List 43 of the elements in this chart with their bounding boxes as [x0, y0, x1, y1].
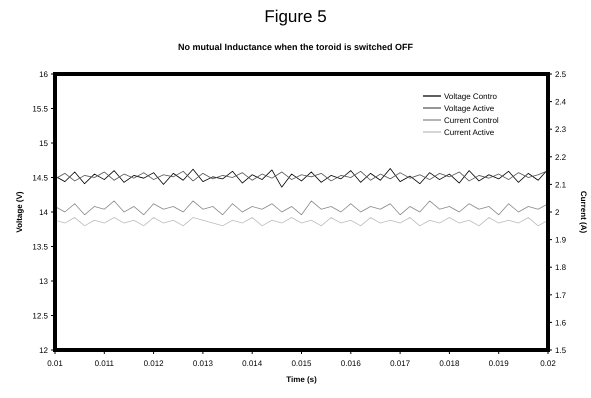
- x-tick-label: 0.02: [540, 359, 556, 368]
- x-tick-label: 0.017: [390, 359, 411, 368]
- y-tick-label: 14: [39, 208, 49, 217]
- x-tick-label: 0.016: [340, 359, 362, 368]
- x-axis-title: Time (s): [286, 375, 318, 384]
- y-tick-label: 13: [39, 277, 49, 286]
- x-tick-label: 0.018: [439, 359, 460, 368]
- x-tick-label: 0.014: [242, 359, 263, 368]
- y2-tick-label: 1.9: [555, 236, 567, 245]
- x-tick-label: 0.01: [47, 359, 64, 368]
- y2-tick-label: 2.5: [555, 70, 567, 79]
- y2-tick-label: 2.2: [555, 152, 567, 162]
- line-series: [54, 170, 548, 182]
- y2-tick-label: 2.1: [555, 180, 567, 190]
- y2-tick-label: 1.7: [555, 290, 567, 300]
- legend-label: Current Active: [444, 128, 495, 137]
- legend-label: Voltage Active: [444, 104, 495, 113]
- y2-tick-label: 1.8: [555, 263, 567, 272]
- x-tick-label: 0.012: [144, 359, 164, 368]
- y-tick-label: 15.5: [32, 104, 49, 114]
- y-axis-title: Voltage (V): [15, 191, 24, 233]
- y-tick-label: 15: [39, 139, 49, 148]
- y2-tick-label: 1.6: [555, 318, 567, 328]
- chart-subtitle: No mutual Inductance when the toroid is switched OFF: [178, 42, 414, 52]
- y-tick-label: 13.5: [32, 242, 49, 252]
- legend-label: Voltage Contro: [444, 92, 498, 101]
- y-tick-label: 14.5: [32, 174, 49, 182]
- line-series: [54, 200, 548, 216]
- chart-title: Figure 5: [264, 7, 327, 26]
- y-tick-label: 12.5: [32, 312, 49, 320]
- x-tick-label: 0.019: [488, 359, 510, 368]
- y2-tick-label: 2.3: [555, 125, 567, 134]
- y2-axis-title: Current (A): [579, 190, 588, 234]
- y2-tick-label: 1.5: [555, 346, 567, 355]
- y2-tick-label: 2.4: [555, 98, 567, 107]
- y-tick-label: 16: [39, 70, 49, 79]
- x-tick-label: 0.015: [291, 359, 312, 368]
- line-series: [54, 217, 548, 226]
- legend-label: Current Control: [444, 116, 499, 125]
- y-tick-label: 12: [39, 346, 49, 355]
- x-tick-label: 0.013: [192, 359, 214, 368]
- x-tick-label: 0.011: [94, 359, 115, 368]
- y2-tick-label: 2: [555, 208, 560, 217]
